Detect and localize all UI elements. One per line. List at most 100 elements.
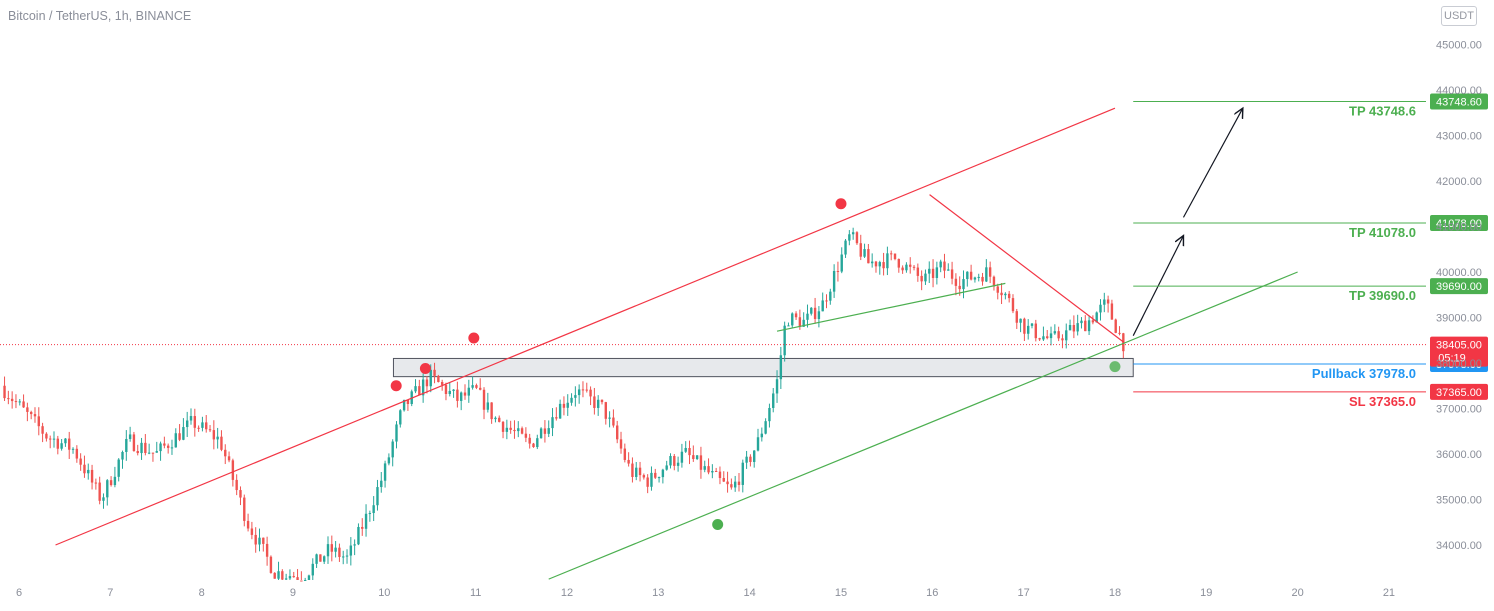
y-tick-label: 45000.00 xyxy=(1436,40,1482,52)
support-zone xyxy=(392,357,1134,378)
candle-body xyxy=(897,259,901,268)
candle-body xyxy=(437,375,440,383)
candle-body xyxy=(893,253,897,260)
candle-body xyxy=(433,369,436,376)
candle-body xyxy=(205,422,208,430)
candle-body xyxy=(517,428,520,432)
candle-body xyxy=(368,513,372,515)
level-axis-value: 39690.00 xyxy=(1436,281,1482,293)
candle-body xyxy=(376,487,379,506)
candle-body xyxy=(201,422,204,428)
x-tick-label: 12 xyxy=(561,587,573,599)
candle-body xyxy=(64,438,67,444)
candle-body xyxy=(810,307,813,314)
candle-body xyxy=(962,279,965,290)
candle-body xyxy=(178,433,181,440)
candle-body xyxy=(349,545,353,556)
candle-body xyxy=(832,270,836,292)
candle-body xyxy=(558,403,562,419)
candle-body xyxy=(387,457,391,464)
candle-body xyxy=(1030,323,1034,326)
candle-body xyxy=(1015,311,1018,323)
pivot-high-marker xyxy=(390,380,402,392)
descending-resistance-line xyxy=(929,194,1125,344)
candle-body xyxy=(330,544,334,552)
y-tick-label: 35000.00 xyxy=(1436,495,1482,507)
candle-body xyxy=(600,399,604,403)
candle-body xyxy=(224,449,227,457)
candle-body xyxy=(787,325,790,327)
level-axis-value: 37365.00 xyxy=(1436,387,1482,399)
candle-body xyxy=(185,420,189,428)
candle-body xyxy=(182,427,185,440)
levels-layer: TP 43748.6 43748.60 TP 41078.0 41078.00 TP 3… xyxy=(1133,93,1488,409)
candle-body xyxy=(1034,323,1038,339)
candle-body xyxy=(901,267,904,271)
candle-body xyxy=(22,401,25,408)
candle-body xyxy=(680,451,684,463)
candle-body xyxy=(555,417,558,419)
candle-body xyxy=(121,451,124,460)
candle-body xyxy=(958,285,961,290)
candle-body xyxy=(616,425,619,440)
candle-body xyxy=(543,428,547,434)
candle-body xyxy=(669,456,672,466)
candle-body xyxy=(440,382,444,385)
candle-body xyxy=(577,389,581,396)
candle-body xyxy=(151,452,155,454)
candle-body xyxy=(916,267,920,276)
candle-body xyxy=(829,291,832,301)
inner-support-line xyxy=(776,282,1006,332)
candle-body xyxy=(768,407,771,422)
x-tick-label: 7 xyxy=(107,587,113,599)
candle-body xyxy=(231,460,235,480)
candles-layer xyxy=(3,227,1125,582)
candle-body xyxy=(779,355,783,380)
candle-body xyxy=(825,300,828,302)
candle-body xyxy=(94,482,98,484)
candle-body xyxy=(657,477,661,479)
x-tick-label: 15 xyxy=(835,587,847,599)
x-tick-label: 8 xyxy=(199,587,205,599)
candle-body xyxy=(45,433,48,439)
currency-button[interactable]: USDT xyxy=(1441,6,1477,26)
candle-body xyxy=(772,393,775,408)
candle-body xyxy=(996,286,999,293)
candle-body xyxy=(212,430,216,440)
candle-body xyxy=(265,543,269,557)
candle-body xyxy=(79,458,82,465)
candle-body xyxy=(71,448,75,450)
level-label: TP 41078.0 xyxy=(1349,225,1416,240)
candle-body xyxy=(855,232,859,244)
candle-body xyxy=(117,459,120,477)
current-price-tag xyxy=(1430,336,1488,367)
candle-body xyxy=(844,240,847,255)
x-tick-label: 11 xyxy=(470,587,481,599)
y-tick-label: 34000.00 xyxy=(1436,540,1482,552)
candle-body xyxy=(109,480,113,486)
candle-body xyxy=(281,571,284,580)
candle-body xyxy=(1065,330,1068,341)
candle-body xyxy=(106,480,109,498)
candle-body xyxy=(37,416,40,427)
candle-body xyxy=(870,261,874,264)
y-tick-label: 39000.00 xyxy=(1436,313,1482,325)
candle-body xyxy=(288,576,292,579)
candle-body xyxy=(619,439,623,449)
candle-body xyxy=(539,428,543,439)
candle-body xyxy=(14,401,18,403)
candle-body xyxy=(334,547,337,552)
pivot-high-marker xyxy=(835,198,847,210)
candle-body xyxy=(920,275,923,282)
candle-body xyxy=(494,417,497,420)
candle-body xyxy=(623,448,627,460)
candle-body xyxy=(421,379,425,396)
candle-body xyxy=(83,464,86,474)
candle-body xyxy=(216,436,219,440)
current-price-value: 38405.00 xyxy=(1436,340,1482,352)
projection-arrow xyxy=(1182,108,1242,218)
candle-body xyxy=(1091,320,1095,323)
candle-body xyxy=(125,438,128,452)
